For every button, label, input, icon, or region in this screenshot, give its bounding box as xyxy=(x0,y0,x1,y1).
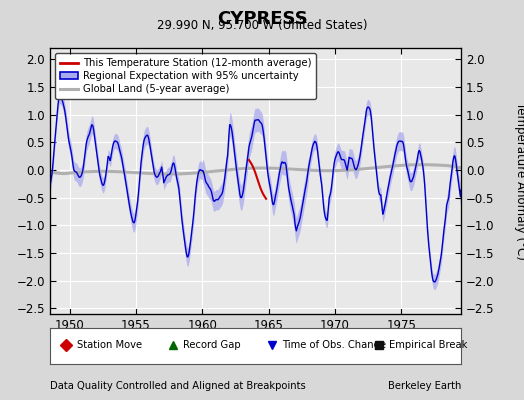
Text: Time of Obs. Change: Time of Obs. Change xyxy=(282,340,386,350)
Text: Record Gap: Record Gap xyxy=(183,340,241,350)
Legend: This Temperature Station (12-month average), Regional Expectation with 95% uncer: This Temperature Station (12-month avera… xyxy=(55,53,316,99)
Text: Empirical Break: Empirical Break xyxy=(389,340,467,350)
Text: Berkeley Earth: Berkeley Earth xyxy=(388,381,461,391)
Y-axis label: Temperature Anomaly (°C): Temperature Anomaly (°C) xyxy=(514,102,524,260)
Text: 29.990 N, 95.700 W (United States): 29.990 N, 95.700 W (United States) xyxy=(157,19,367,32)
Text: Data Quality Controlled and Aligned at Breakpoints: Data Quality Controlled and Aligned at B… xyxy=(50,381,305,391)
Text: CYPRESS: CYPRESS xyxy=(216,10,308,28)
Text: Station Move: Station Move xyxy=(77,340,141,350)
